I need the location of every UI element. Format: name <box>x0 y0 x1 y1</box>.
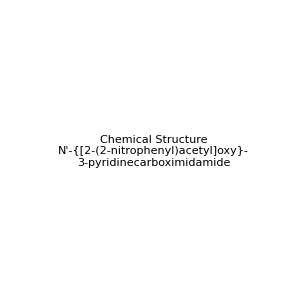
Text: Chemical Structure
N'-{[2-(2-nitrophenyl)acetyl]oxy}-
3-pyridinecarboximidamide: Chemical Structure N'-{[2-(2-nitrophenyl… <box>58 135 249 168</box>
